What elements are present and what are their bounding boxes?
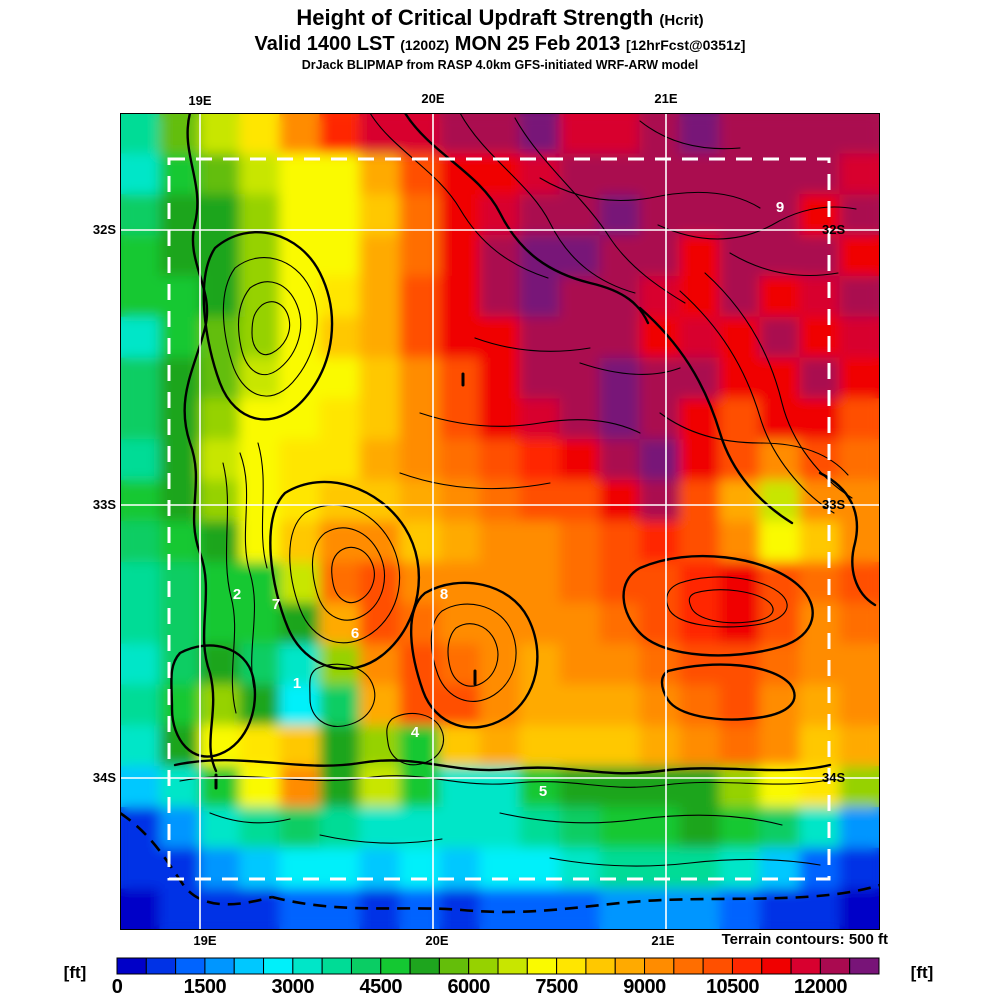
colorbar-segment [790,957,821,975]
right-axis-32S: 32S [822,222,845,237]
top-axis-21e: 21E [654,91,678,106]
forecast-map: 9 2 7 8 6 1 4 5 32S 33S 34S [119,111,881,931]
colorbar-tick-0: 0 [112,976,123,998]
bold-contours [170,111,877,775]
colorbar-segment [233,957,265,975]
colorbar-segment [380,957,411,975]
valid-date: MON 25 Feb 2013 [454,32,621,55]
colorbar-segment [526,957,558,975]
valid-fcst: [12hrFcst@0351z] [625,36,746,53]
colorbar-segment [175,957,206,975]
top-axis-20e: 20E [421,91,445,106]
valid-line: Valid 1400 LST (1200Z) MON 25 Feb 2013 [… [0,33,1000,55]
colorbar-segment [702,957,733,975]
colorbar-segment [644,957,675,975]
inner-domain-frame [167,157,831,881]
site-label-7: 7 [272,596,280,613]
colorbar-segment [350,957,382,975]
colorbar-segment [145,957,177,975]
colorbar-tick-4500: 4500 [360,976,403,998]
colorbar-segment [263,957,294,975]
colorbar-segment [761,957,792,975]
map-canvas: 9 2 7 8 6 1 4 5 32S 33S 34S [119,111,881,931]
right-axis-33S: 33S [822,497,845,512]
colorbar-segment [468,957,499,975]
bottom-axis-20e: 20E [425,933,449,948]
colorbar-segment [204,957,235,975]
left-axis-32s: 32S [92,222,116,237]
left-axis-33s: 33S [92,497,116,512]
colorbar-tick-9000: 9000 [623,976,666,998]
site-number-labels: 9 2 7 8 6 1 4 5 [233,199,784,800]
bottom-axis-21e: 21E [651,933,675,948]
colorbar-tick-6000: 6000 [447,976,490,998]
colorbar-tick-7500: 7500 [535,976,578,998]
right-axis-labels: 32S 33S 34S [822,222,845,785]
site-label-4: 4 [411,724,420,741]
site-label-9: 9 [776,199,784,216]
site-label-1: 1 [293,675,301,692]
colorbar-segment [292,957,323,975]
colorbar-segment [614,957,646,975]
colorbar-segment [556,957,587,975]
site-label-6: 6 [351,625,359,642]
colorbar-tick-1500: 1500 [184,976,227,998]
top-axis-19e: 19E [188,93,212,108]
coastline [119,811,881,914]
left-axis-34s: 34S [92,770,116,785]
model-line: DrJack BLIPMAP from RASP 4.0km GFS-initi… [301,58,699,73]
title-paren: (Hcrit) [659,12,704,29]
colorbar-canvas: [ft] [ft] 0 1500 3000 4500 6000 7500 9000 10500… [64,957,934,998]
colorbar: [ft] [ft] 0 1500 3000 4500 6000 7500 9000 10500… [0,930,1000,1000]
colorbar-tick-10500: 10500 [706,976,759,998]
contour-tick-marks [214,372,477,790]
colorbar-unit-right: [ft] [911,963,934,982]
colorbar-segment [116,957,147,975]
colorbar-segment [849,957,880,975]
valid-prefix: Valid 1400 LST [254,32,395,55]
colorbar-segment [673,957,704,975]
site-label-5: 5 [539,783,547,800]
colorbar-tick-3000: 3000 [272,976,315,998]
header: Height of Critical Updraft Strength (Hcr… [0,5,1000,73]
site-label-8: 8 [440,586,448,603]
terrain-contours [170,111,877,867]
colorbar-unit-left: [ft] [64,963,87,982]
lat-lon-grid [120,113,880,930]
colorbar-segment [731,957,763,975]
colorbar-tick-12000: 12000 [794,976,847,998]
colorbar-segment [438,957,470,975]
terrain-contours-note: Terrain contours: 500 ft [721,931,888,948]
colorbar-segment [819,957,851,975]
colorbar-segment [409,957,440,975]
colorbar-segment [497,957,528,975]
colorbar-segment [585,957,616,975]
title-main: Height of Critical Updraft Strength [296,5,654,30]
valid-zulu: (1200Z) [400,36,450,53]
bottom-axis-19e: 19E [193,933,217,948]
site-label-2: 2 [233,586,241,603]
page-title: Height of Critical Updraft Strength (Hcr… [0,5,1000,31]
colorbar-segment [321,957,352,975]
right-axis-34S: 34S [822,770,845,785]
map-border [120,113,880,930]
